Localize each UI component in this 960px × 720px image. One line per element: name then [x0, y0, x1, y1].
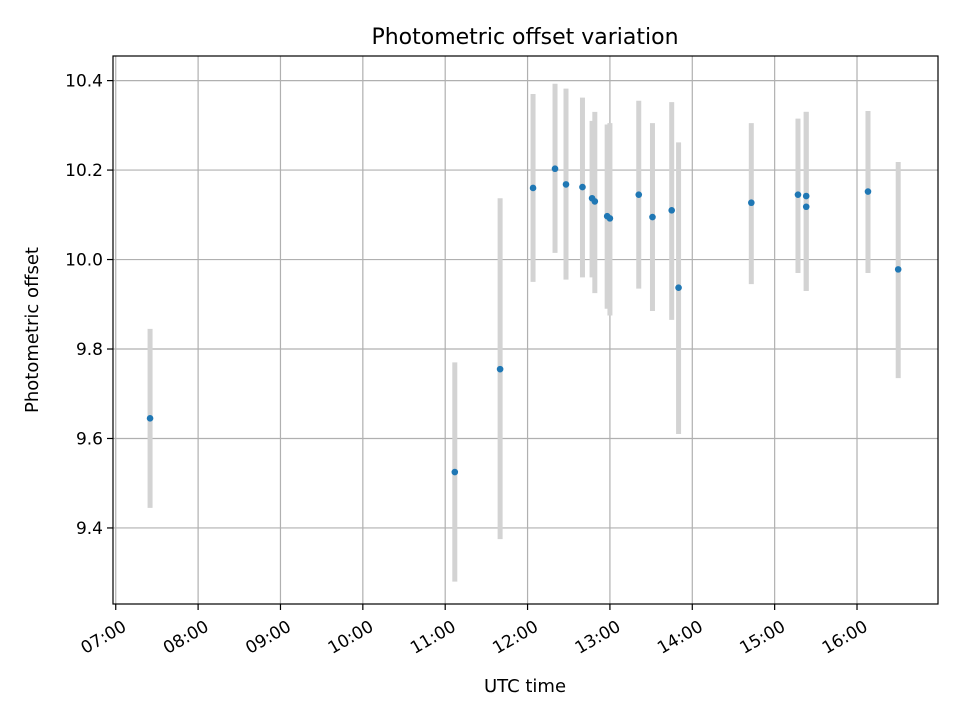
data-point: [591, 198, 599, 205]
data-point: [668, 207, 675, 214]
data-point: [146, 415, 154, 422]
y-axis-label: Photometric offset: [22, 247, 43, 413]
data-point: [606, 215, 614, 222]
y-tick-label: 9.8: [76, 340, 103, 360]
y-tick-label: 10.0: [65, 251, 103, 271]
data-point: [635, 191, 643, 198]
plot-area-frame: [112, 55, 939, 605]
data-point: [864, 188, 872, 195]
y-tick-label: 10.4: [65, 72, 103, 92]
data-point: [894, 266, 902, 273]
x-axis-label: UTC time: [484, 676, 566, 697]
y-tick-label: 10.2: [65, 161, 103, 181]
grid: [113, 56, 938, 604]
data-point: [748, 199, 755, 207]
data-point: [579, 183, 586, 191]
data-point: [496, 365, 504, 373]
chart-title: Photometric offset variation: [371, 25, 678, 50]
data-point: [451, 468, 459, 476]
data-point: [562, 181, 570, 188]
y-tick-label: 9.6: [76, 429, 103, 449]
data-points: [146, 165, 902, 476]
data-point: [551, 165, 559, 173]
y-tick-label: 9.4: [76, 519, 103, 539]
data-point: [802, 203, 810, 211]
data-point: [675, 284, 682, 292]
data-point: [529, 184, 537, 192]
data-point: [649, 213, 656, 221]
data-point: [794, 191, 802, 198]
y-axis-ticks: 9.4 9.6 9.8 10.0 10.2 10.4: [65, 72, 113, 539]
data-point: [802, 192, 810, 200]
